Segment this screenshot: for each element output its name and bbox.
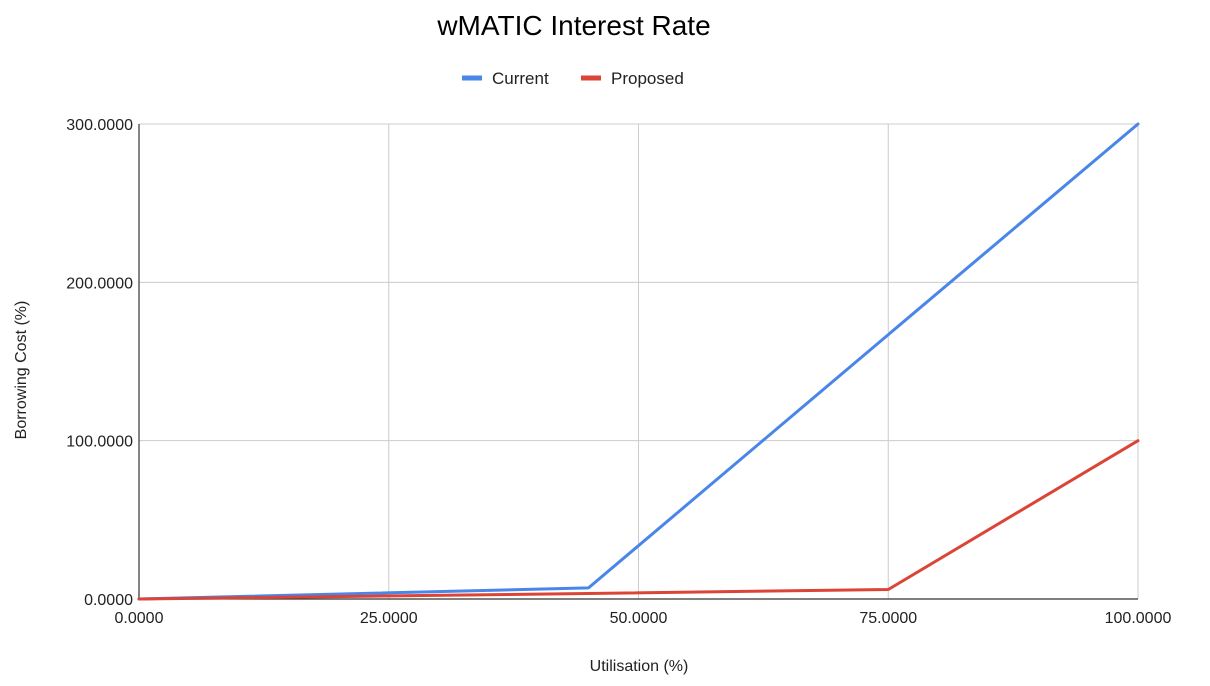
y-tick-label: 0.0000 — [84, 592, 133, 609]
series-lines — [137, 122, 1140, 601]
x-tick-label: 75.0000 — [859, 610, 917, 627]
x-axis-title: Utilisation (%) — [590, 658, 689, 675]
y-axis-title: Borrowing Cost (%) — [13, 301, 30, 440]
x-tick-label: 50.0000 — [610, 610, 668, 627]
x-tick-label: 0.0000 — [115, 610, 164, 627]
legend-label-current: Current — [492, 69, 549, 88]
tick-labels: 0.0000 25.0000 50.0000 75.0000 100.0000 0.000… — [66, 117, 1171, 627]
grid — [139, 123, 1139, 599]
series-line-proposed — [137, 439, 1140, 601]
y-tick-label: 100.0000 — [66, 434, 133, 451]
y-tick-label: 300.0000 — [66, 117, 133, 134]
x-tick-label: 25.0000 — [360, 610, 418, 627]
y-tick-label: 200.0000 — [66, 275, 133, 292]
x-tick-label: 100.0000 — [1105, 610, 1172, 627]
series-line-current — [137, 122, 1140, 601]
legend: Current Proposed — [462, 69, 684, 88]
legend-label-proposed: Proposed — [611, 69, 684, 88]
chart-title: wMATIC Interest Rate — [436, 10, 710, 41]
axes — [138, 124, 1138, 600]
